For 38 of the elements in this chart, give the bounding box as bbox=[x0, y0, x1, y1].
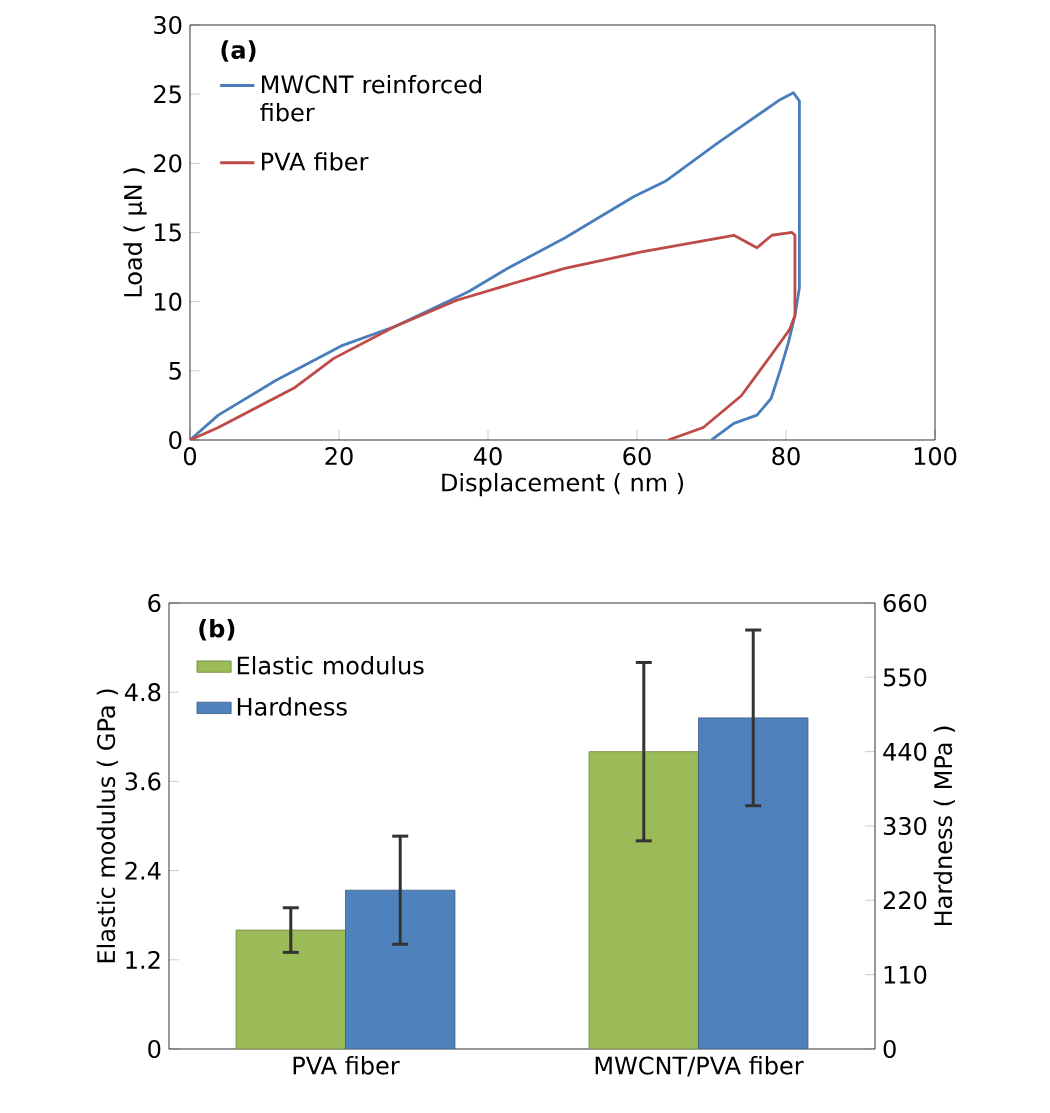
x-tick-label: 80 bbox=[772, 447, 800, 466]
y2-tick-label: 550 bbox=[883, 668, 927, 687]
x-tick-label: 40 bbox=[473, 447, 502, 466]
y-tick-label: 30 bbox=[154, 15, 182, 35]
x-tick-label: MWCNT/PVA fiber bbox=[595, 1056, 804, 1077]
x-tick-label: 100 bbox=[914, 447, 957, 466]
y-tick-label: 4.8 bbox=[124, 683, 161, 702]
legend-label: Elastic modulus bbox=[237, 656, 424, 675]
y-tick-label: 20 bbox=[154, 154, 182, 173]
y2-tick-label: 330 bbox=[883, 816, 927, 836]
legend-label: Hardness bbox=[237, 697, 347, 716]
y-tick-label: 5 bbox=[169, 361, 181, 380]
y-axis-title: Load ( μN ) bbox=[123, 168, 147, 297]
y-tick-label: 15 bbox=[155, 223, 181, 242]
y2-tick-label: 660 bbox=[883, 593, 927, 613]
annotation: (a) bbox=[221, 40, 256, 62]
y-tick-label: 0 bbox=[169, 430, 182, 450]
line-series bbox=[190, 231, 797, 440]
y-tick-label: 3.6 bbox=[125, 772, 161, 791]
y-tick-label: 2.4 bbox=[125, 861, 161, 880]
y2-axis-title: Hardness ( MPa ) bbox=[933, 726, 956, 926]
y-axis-title: Elastic modulus ( GPa ) bbox=[96, 689, 119, 963]
y-tick-label: 10 bbox=[155, 292, 182, 311]
y2-tick-label: 110 bbox=[884, 965, 927, 984]
y2-tick-label: 0 bbox=[883, 1039, 896, 1059]
annotation: (b) bbox=[199, 619, 235, 641]
y2-tick-label: 440 bbox=[883, 742, 927, 761]
x-tick-label: 20 bbox=[325, 447, 353, 466]
legend-label: PVA fiber bbox=[262, 152, 369, 171]
y-tick-label: 6 bbox=[148, 593, 161, 613]
y2-tick-label: 220 bbox=[883, 891, 927, 910]
y-tick-label: 1.2 bbox=[126, 950, 160, 969]
x-tick-label: 0 bbox=[183, 447, 197, 466]
legend-label: MWCNT reinforced fiber bbox=[260, 74, 481, 122]
y-tick-label: 25 bbox=[154, 85, 181, 104]
x-tick-label: 60 bbox=[623, 447, 651, 466]
y-tick-label: 0 bbox=[148, 1039, 161, 1059]
x-axis-title: Displacement ( nm ) bbox=[442, 472, 684, 497]
